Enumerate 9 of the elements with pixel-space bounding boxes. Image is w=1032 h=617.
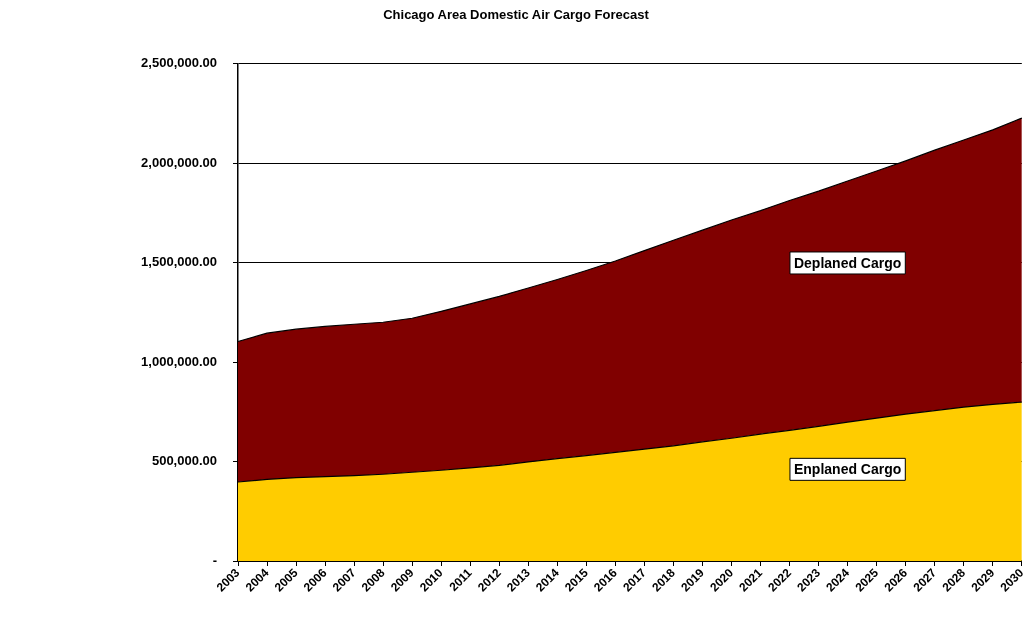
y-tick-label: - <box>212 552 217 568</box>
series-label: Enplaned Cargo <box>793 461 902 478</box>
y-tick-label: 2,500,000.00 <box>141 55 217 71</box>
series-label: Deplaned Cargo <box>793 254 902 271</box>
y-tick-label: 2,000,000.00 <box>141 154 217 170</box>
chart-title: Chicago Area Domestic Air Cargo Forecast <box>383 7 650 23</box>
y-tick-label: 1,500,000.00 <box>141 254 217 270</box>
y-tick-label: 1,000,000.00 <box>141 353 217 369</box>
y-tick-label: 500,000.00 <box>151 453 217 469</box>
